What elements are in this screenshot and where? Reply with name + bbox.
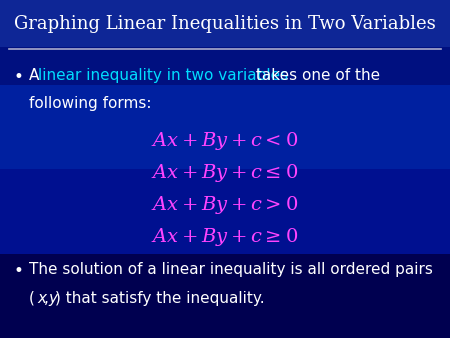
Bar (0, 169, 450, 254)
Text: y: y (49, 291, 58, 306)
Text: Graphing Linear Inequalities in Two Variables: Graphing Linear Inequalities in Two Vari… (14, 15, 436, 33)
Text: linear inequality in two variables: linear inequality in two variables (38, 68, 288, 82)
Text: $Ax + By + c \geq 0$: $Ax + By + c \geq 0$ (151, 226, 299, 248)
Text: takes one of the: takes one of the (251, 68, 380, 82)
Text: following forms:: following forms: (29, 96, 152, 111)
Text: (: ( (29, 291, 35, 306)
Bar (0, 84, 450, 169)
Text: $Ax + By + c > 0$: $Ax + By + c > 0$ (151, 194, 299, 216)
Text: The solution of a linear inequality is all ordered pairs: The solution of a linear inequality is a… (29, 262, 433, 277)
Text: •: • (14, 68, 23, 86)
Bar (0, 0, 450, 84)
Text: ,: , (44, 291, 49, 306)
Text: x: x (37, 291, 46, 306)
Text: •: • (14, 262, 23, 280)
Bar (0, 254, 450, 338)
Text: A: A (29, 68, 45, 82)
Bar (0, 0, 450, 47)
Text: $Ax + By + c < 0$: $Ax + By + c < 0$ (151, 130, 299, 152)
Text: $Ax + By + c \leq 0$: $Ax + By + c \leq 0$ (151, 162, 299, 184)
Text: ) that satisfy the inequality.: ) that satisfy the inequality. (55, 291, 265, 306)
